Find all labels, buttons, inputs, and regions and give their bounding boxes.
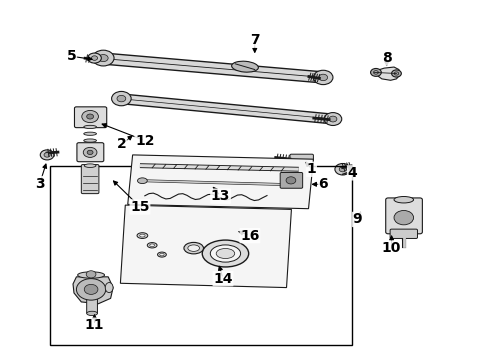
Text: 2: 2 xyxy=(117,137,127,151)
Circle shape xyxy=(329,116,337,122)
Text: 16: 16 xyxy=(240,229,260,243)
Circle shape xyxy=(88,53,101,63)
Ellipse shape xyxy=(184,242,203,254)
Circle shape xyxy=(40,150,54,160)
Text: 11: 11 xyxy=(85,318,104,332)
Circle shape xyxy=(392,70,401,77)
Ellipse shape xyxy=(160,253,164,256)
Circle shape xyxy=(339,167,346,172)
Text: 12: 12 xyxy=(135,134,154,148)
Circle shape xyxy=(117,95,126,102)
Polygon shape xyxy=(373,67,400,80)
FancyBboxPatch shape xyxy=(77,143,104,162)
FancyBboxPatch shape xyxy=(386,198,422,234)
Circle shape xyxy=(76,279,106,300)
Ellipse shape xyxy=(150,244,155,247)
Text: 10: 10 xyxy=(382,241,401,255)
Ellipse shape xyxy=(84,125,97,129)
Text: 7: 7 xyxy=(250,33,260,47)
Circle shape xyxy=(112,91,131,106)
Circle shape xyxy=(314,70,333,85)
Text: 1: 1 xyxy=(307,162,317,176)
FancyBboxPatch shape xyxy=(290,154,314,164)
Ellipse shape xyxy=(105,283,113,293)
Circle shape xyxy=(86,271,96,278)
Circle shape xyxy=(394,211,414,225)
FancyBboxPatch shape xyxy=(74,107,107,128)
Circle shape xyxy=(87,114,94,119)
FancyBboxPatch shape xyxy=(81,165,99,194)
Ellipse shape xyxy=(216,248,235,258)
Circle shape xyxy=(286,177,296,184)
Circle shape xyxy=(370,68,381,76)
Circle shape xyxy=(335,163,350,175)
Ellipse shape xyxy=(77,272,104,278)
Text: 4: 4 xyxy=(347,166,357,180)
Ellipse shape xyxy=(87,311,98,316)
Circle shape xyxy=(83,147,97,157)
Text: 5: 5 xyxy=(67,49,76,63)
Polygon shape xyxy=(128,155,314,209)
Circle shape xyxy=(373,71,378,74)
Circle shape xyxy=(84,284,98,294)
Text: 14: 14 xyxy=(213,271,233,285)
Ellipse shape xyxy=(188,245,199,251)
Text: 15: 15 xyxy=(130,200,150,214)
Circle shape xyxy=(87,150,93,154)
Circle shape xyxy=(98,54,108,62)
Polygon shape xyxy=(121,205,292,288)
Polygon shape xyxy=(73,277,113,304)
Ellipse shape xyxy=(394,197,414,203)
FancyBboxPatch shape xyxy=(280,172,303,188)
Circle shape xyxy=(394,72,399,75)
Circle shape xyxy=(44,153,50,157)
FancyBboxPatch shape xyxy=(87,298,98,314)
Circle shape xyxy=(93,50,114,66)
Circle shape xyxy=(92,56,98,60)
Text: 8: 8 xyxy=(382,51,392,65)
Text: 6: 6 xyxy=(318,177,328,191)
Bar xyxy=(49,166,352,345)
Text: 9: 9 xyxy=(353,212,362,226)
Ellipse shape xyxy=(137,233,148,238)
Ellipse shape xyxy=(140,234,145,237)
Circle shape xyxy=(82,111,98,123)
Ellipse shape xyxy=(84,164,96,167)
Text: 3: 3 xyxy=(35,177,45,190)
Ellipse shape xyxy=(210,245,241,262)
Ellipse shape xyxy=(84,139,97,142)
Ellipse shape xyxy=(84,132,97,135)
Circle shape xyxy=(288,179,300,188)
Text: 13: 13 xyxy=(211,189,230,203)
Circle shape xyxy=(319,74,328,81)
Ellipse shape xyxy=(84,146,97,149)
Ellipse shape xyxy=(147,243,157,248)
Ellipse shape xyxy=(232,61,258,72)
Ellipse shape xyxy=(138,178,147,184)
FancyBboxPatch shape xyxy=(390,229,417,238)
Circle shape xyxy=(324,113,342,126)
Ellipse shape xyxy=(202,240,248,267)
Circle shape xyxy=(291,181,297,186)
Ellipse shape xyxy=(158,252,166,257)
